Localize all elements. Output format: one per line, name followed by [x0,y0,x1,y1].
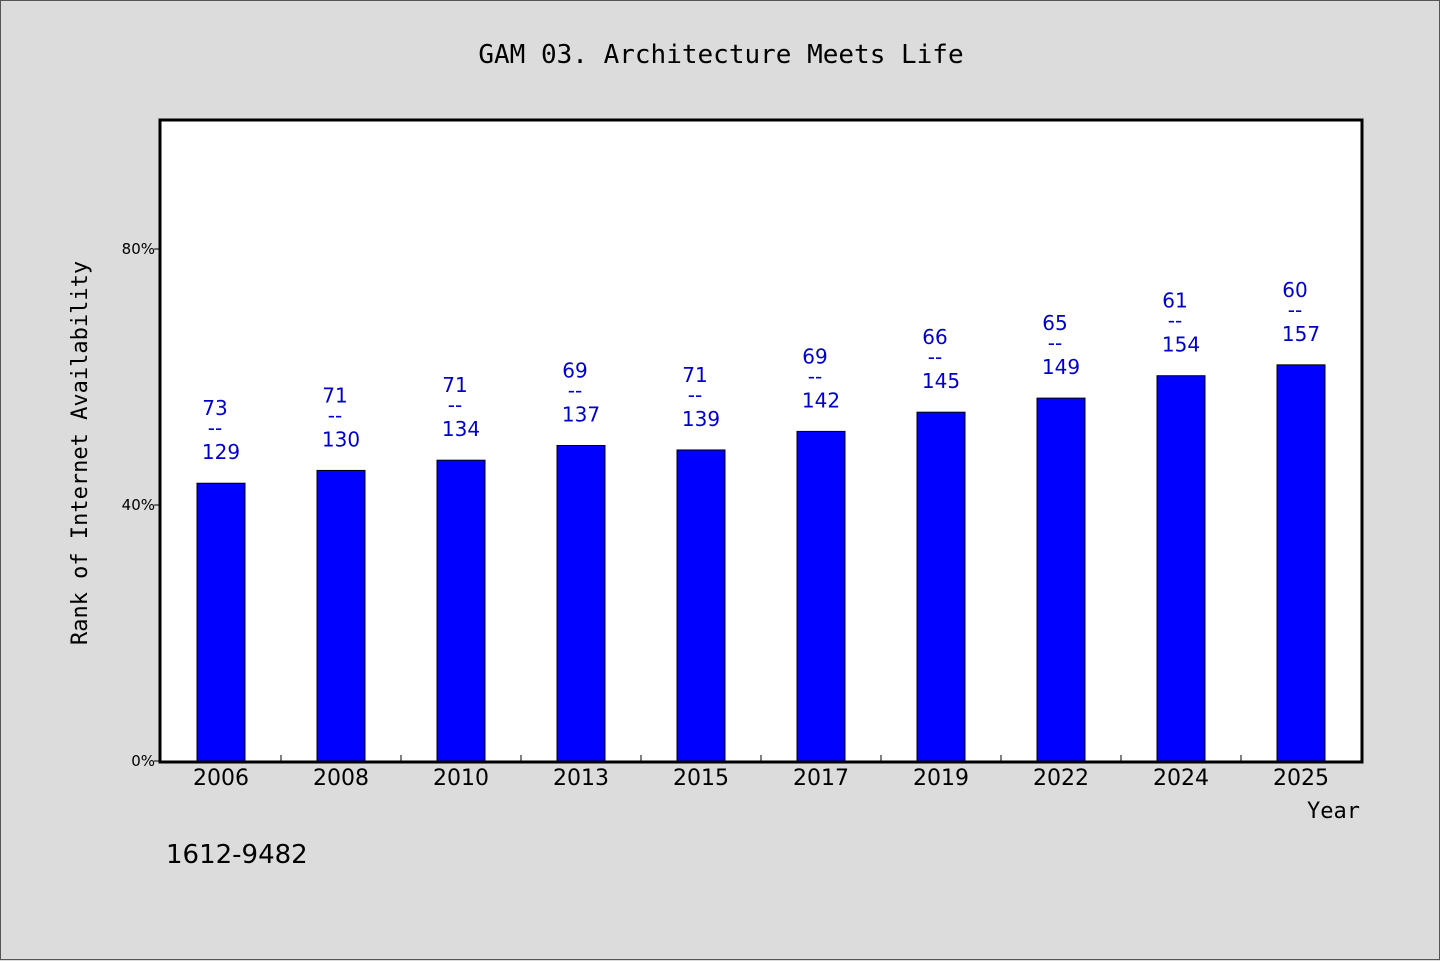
rank-separator: -- [928,345,942,369]
bar-2015 [676,449,726,762]
x-axis-label: Year [1307,799,1360,824]
bar-2006 [196,482,246,762]
rank-label: 66 [922,325,947,349]
rank-separator: -- [688,383,702,407]
y-tick-label: 40% [122,496,155,514]
x-tick-label: 2024 [1153,766,1209,791]
total-label: 134 [442,417,480,441]
rank-separator: -- [208,416,222,440]
bars-group [196,364,1326,762]
rank-separator: -- [1048,331,1062,355]
x-tick-label: 2017 [793,766,849,791]
rank-separator: -- [1168,309,1182,333]
x-tick-label: 2010 [433,766,489,791]
x-tick-label: 2013 [553,766,609,791]
y-axis-ticks: 0% 40% 80% [122,240,161,770]
y-tick-label: 80% [122,240,155,258]
chart-title: GAM 03. Architecture Meets Life [478,40,963,70]
bar-2022 [1036,397,1086,762]
x-tick-label: 2015 [673,766,729,791]
rank-label: 61 [1162,289,1187,313]
bar-2024 [1156,375,1206,762]
rank-separator: -- [328,403,342,427]
bar-2008 [316,469,366,762]
x-tick-label: 2022 [1033,766,1089,791]
x-tick-label: 2025 [1273,766,1329,791]
rank-label: 71 [682,363,707,387]
bar-2017 [796,430,846,762]
bar-2019 [916,411,966,762]
x-tick-label: 2006 [193,766,249,791]
rank-label: 71 [442,373,467,397]
rank-label: 69 [562,358,587,382]
total-label: 139 [682,407,720,431]
data-labels-group: 73--12971--13071--13469--13771--13969--1… [202,278,1320,464]
total-label: 154 [1162,333,1200,357]
rank-label: 69 [802,344,827,368]
bar-2010 [436,459,486,762]
bar-2013 [556,444,606,762]
x-tick-label: 2019 [913,766,969,791]
rank-label: 65 [1042,311,1067,335]
bar-2025 [1276,364,1326,762]
rank-separator: -- [568,378,582,402]
total-label: 142 [802,388,840,412]
y-axis-label: Rank of Internet Availability [68,261,93,645]
total-label: 129 [202,440,240,464]
total-label: 157 [1282,322,1320,346]
footer-code: 1612-9482 [166,840,308,870]
rank-separator: -- [808,364,822,388]
total-label: 137 [562,402,600,426]
total-label: 145 [922,369,960,393]
total-label: 149 [1042,355,1080,379]
rank-separator: -- [1288,298,1302,322]
rank-separator: -- [448,393,462,417]
rank-label: 71 [322,383,347,407]
y-tick-label: 0% [131,752,155,770]
total-label: 130 [322,427,360,451]
rank-label: 60 [1282,278,1307,302]
x-tick-label: 2008 [313,766,369,791]
rank-label: 73 [202,396,227,420]
x-axis-ticks: 2006 2008 2010 2013 2015 2017 2019 2022 2024 2025 [193,755,1329,791]
